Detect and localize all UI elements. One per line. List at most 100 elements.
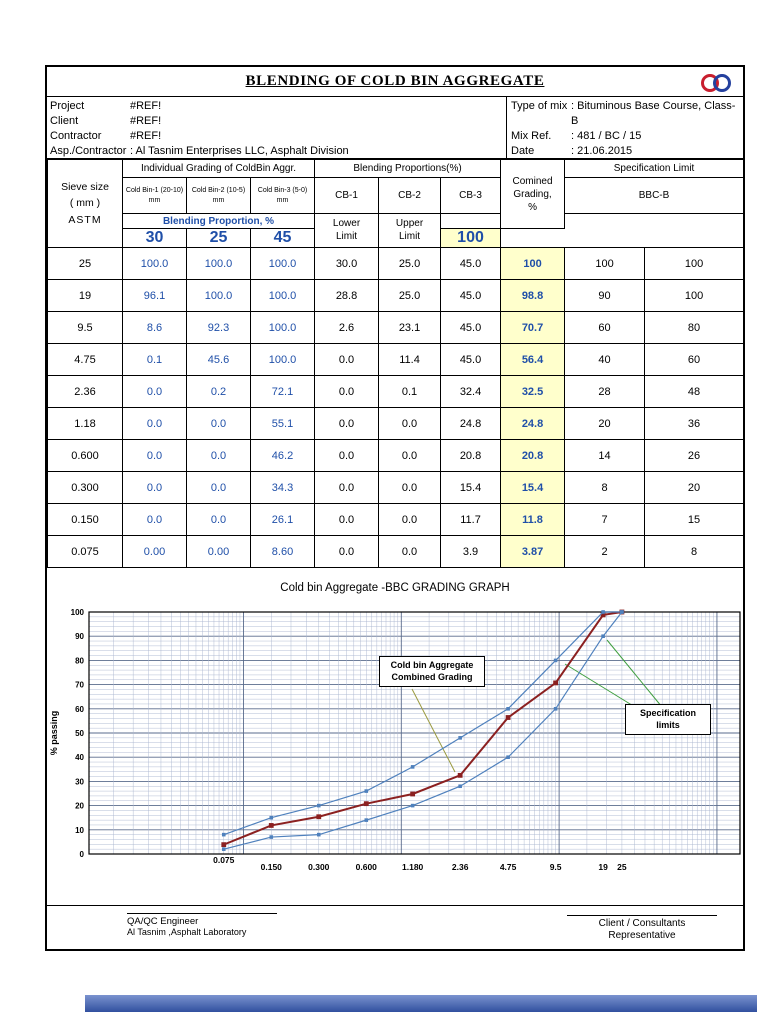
header-individual-grading: Individual Grading of ColdBin Aggr.	[121, 159, 316, 178]
proportion-cb3: 45	[249, 228, 316, 248]
svg-text:0.300: 0.300	[308, 862, 330, 872]
header-cold-bin-3: Cold Bin-3 (5-0) mm	[249, 177, 316, 214]
cell-blend-cb2: 25.0	[378, 247, 442, 280]
cell-combined-grading: 3.87	[500, 535, 566, 568]
company-logo-icon	[701, 74, 731, 92]
cell-blend-cb1: 28.8	[314, 279, 380, 312]
cell-upper-limit: 48	[644, 375, 745, 408]
cell-coldbin-1: 0.1	[122, 343, 187, 376]
cell-blend-cb3: 11.7	[440, 503, 502, 536]
table-row: 4.75 0.1 45.6 100.0 0.0 11.4 45.0 56.4 40 60	[47, 343, 745, 376]
info-label: Date	[511, 145, 535, 157]
cell-lower-limit: 8	[564, 471, 646, 504]
cell-blend-cb1: 30.0	[314, 247, 380, 280]
header-lower-limit: Lower Limit	[314, 213, 380, 248]
cell-coldbin-1: 96.1	[122, 279, 187, 312]
cell-coldbin-2: 45.6	[186, 343, 251, 376]
cell-coldbin-2: 0.2	[186, 375, 251, 408]
cell-blend-cb3: 20.8	[440, 439, 502, 472]
cell-coldbin-1: 100.0	[122, 247, 187, 280]
signature-line	[567, 915, 717, 916]
cell-blend-cb1: 0.0	[314, 343, 380, 376]
title-row: BLENDING OF COLD BIN AGGREGATE	[47, 67, 743, 97]
cell-blend-cb1: 0.0	[314, 439, 380, 472]
svg-text:19: 19	[598, 862, 608, 872]
cell-coldbin-3: 100.0	[249, 279, 316, 312]
svg-text:1.180: 1.180	[402, 862, 424, 872]
svg-text:90: 90	[75, 632, 84, 641]
cell-blend-cb3: 32.4	[440, 375, 502, 408]
cell-coldbin-3: 100.0	[249, 311, 316, 344]
cell-blend-cb2: 0.0	[378, 535, 442, 568]
svg-text:0.600: 0.600	[356, 862, 378, 872]
cell-coldbin-2: 100.0	[186, 279, 251, 312]
cell-coldbin-2: 0.00	[186, 535, 251, 568]
info-block: Project #REF! Client #REF! Contractor #REF!…	[47, 97, 743, 159]
svg-text:20: 20	[75, 802, 84, 811]
cell-upper-limit: 15	[644, 503, 745, 536]
cell-blend-cb2: 0.0	[378, 439, 442, 472]
cell-blend-cb3: 3.9	[440, 535, 502, 568]
cell-blend-cb2: 23.1	[378, 311, 442, 344]
table-row: 0.600 0.0 0.0 46.2 0.0 0.0 20.8 20.8 14 26	[47, 439, 745, 472]
cell-sieve-size: 0.075	[47, 535, 123, 568]
cell-upper-limit: 100	[644, 247, 745, 280]
header-cb2: CB-2	[378, 177, 442, 214]
info-value: #REF!	[130, 130, 162, 142]
cell-blend-cb3: 24.8	[440, 407, 502, 440]
astm-label: ASTM	[68, 213, 102, 226]
cell-upper-limit: 100	[644, 279, 745, 312]
info-label: Type of mix	[511, 100, 568, 112]
table-row: 0.075 0.00 0.00 8.60 0.0 0.0 3.9 3.87 2 8	[47, 535, 745, 568]
header-blending-proportion-label: Blending Proportion, %	[121, 213, 316, 229]
cell-blend-cb1: 2.6	[314, 311, 380, 344]
cell-coldbin-1: 0.0	[122, 439, 187, 472]
header-upper-limit: Upper Limit	[378, 213, 442, 248]
header-blending-proportions: Blending Proportions(%)	[314, 159, 502, 178]
header-sieve-size: Sieve size ( mm ) ASTM	[47, 159, 123, 248]
cell-combined-grading: 15.4	[500, 471, 566, 504]
cell-upper-limit: 8	[644, 535, 745, 568]
cell-blend-cb2: 0.0	[378, 503, 442, 536]
signature-line	[127, 913, 277, 914]
cell-coldbin-1: 0.0	[122, 471, 187, 504]
svg-text:70: 70	[75, 681, 84, 690]
table-row: 2.36 0.0 0.2 72.1 0.0 0.1 32.4 32.5 28 48	[47, 375, 745, 408]
cell-lower-limit: 20	[564, 407, 646, 440]
cell-upper-limit: 60	[644, 343, 745, 376]
cell-coldbin-3: 34.3	[249, 471, 316, 504]
qaqc-engineer-label: QA/QC Engineer	[127, 916, 199, 927]
cell-coldbin-2: 0.0	[186, 407, 251, 440]
laboratory-label: Al Tasnim ,Asphalt Laboratory	[127, 927, 247, 937]
cell-blend-cb2: 0.0	[378, 407, 442, 440]
header-combined-grading: Comined Grading, %	[500, 159, 566, 229]
info-left: Project #REF! Client #REF! Contractor #REF!…	[47, 97, 507, 158]
cell-coldbin-2: 100.0	[186, 247, 251, 280]
cell-lower-limit: 14	[564, 439, 646, 472]
cell-coldbin-1: 0.0	[122, 503, 187, 536]
info-value: #REF!	[130, 100, 162, 112]
cell-sieve-size: 2.36	[47, 375, 123, 408]
cell-blend-cb3: 45.0	[440, 247, 502, 280]
cell-upper-limit: 26	[644, 439, 745, 472]
cell-combined-grading: 20.8	[500, 439, 566, 472]
svg-text:2.36: 2.36	[452, 862, 469, 872]
cell-blend-cb1: 0.0	[314, 535, 380, 568]
info-value: : Al Tasnim Enterprises LLC, Asphalt Div…	[130, 145, 349, 157]
svg-text:100: 100	[71, 608, 85, 617]
cell-sieve-size: 0.150	[47, 503, 123, 536]
cell-combined-grading: 98.8	[500, 279, 566, 312]
table-row: 1.18 0.0 0.0 55.1 0.0 0.0 24.8 24.8 20 36	[47, 407, 745, 440]
cell-coldbin-3: 100.0	[249, 343, 316, 376]
footer: QA/QC Engineer Al Tasnim ,Asphalt Labora…	[47, 906, 743, 950]
header-cb1: CB-1	[314, 177, 380, 214]
report-sheet: BLENDING OF COLD BIN AGGREGATE Project #R…	[45, 65, 745, 951]
signature-client: Client / Consultants Representative	[567, 915, 717, 942]
chart-plot-area: 0 10 20 30 40 50 60 70 80 90 100 0.075 0.150 0.300 0.6…	[47, 594, 743, 911]
cell-blend-cb3: 15.4	[440, 471, 502, 504]
svg-text:40: 40	[75, 753, 84, 762]
cell-sieve-size: 4.75	[47, 343, 123, 376]
cell-combined-grading: 56.4	[500, 343, 566, 376]
header-bbc-b: BBC-B	[564, 177, 745, 214]
svg-text:0.150: 0.150	[261, 862, 283, 872]
